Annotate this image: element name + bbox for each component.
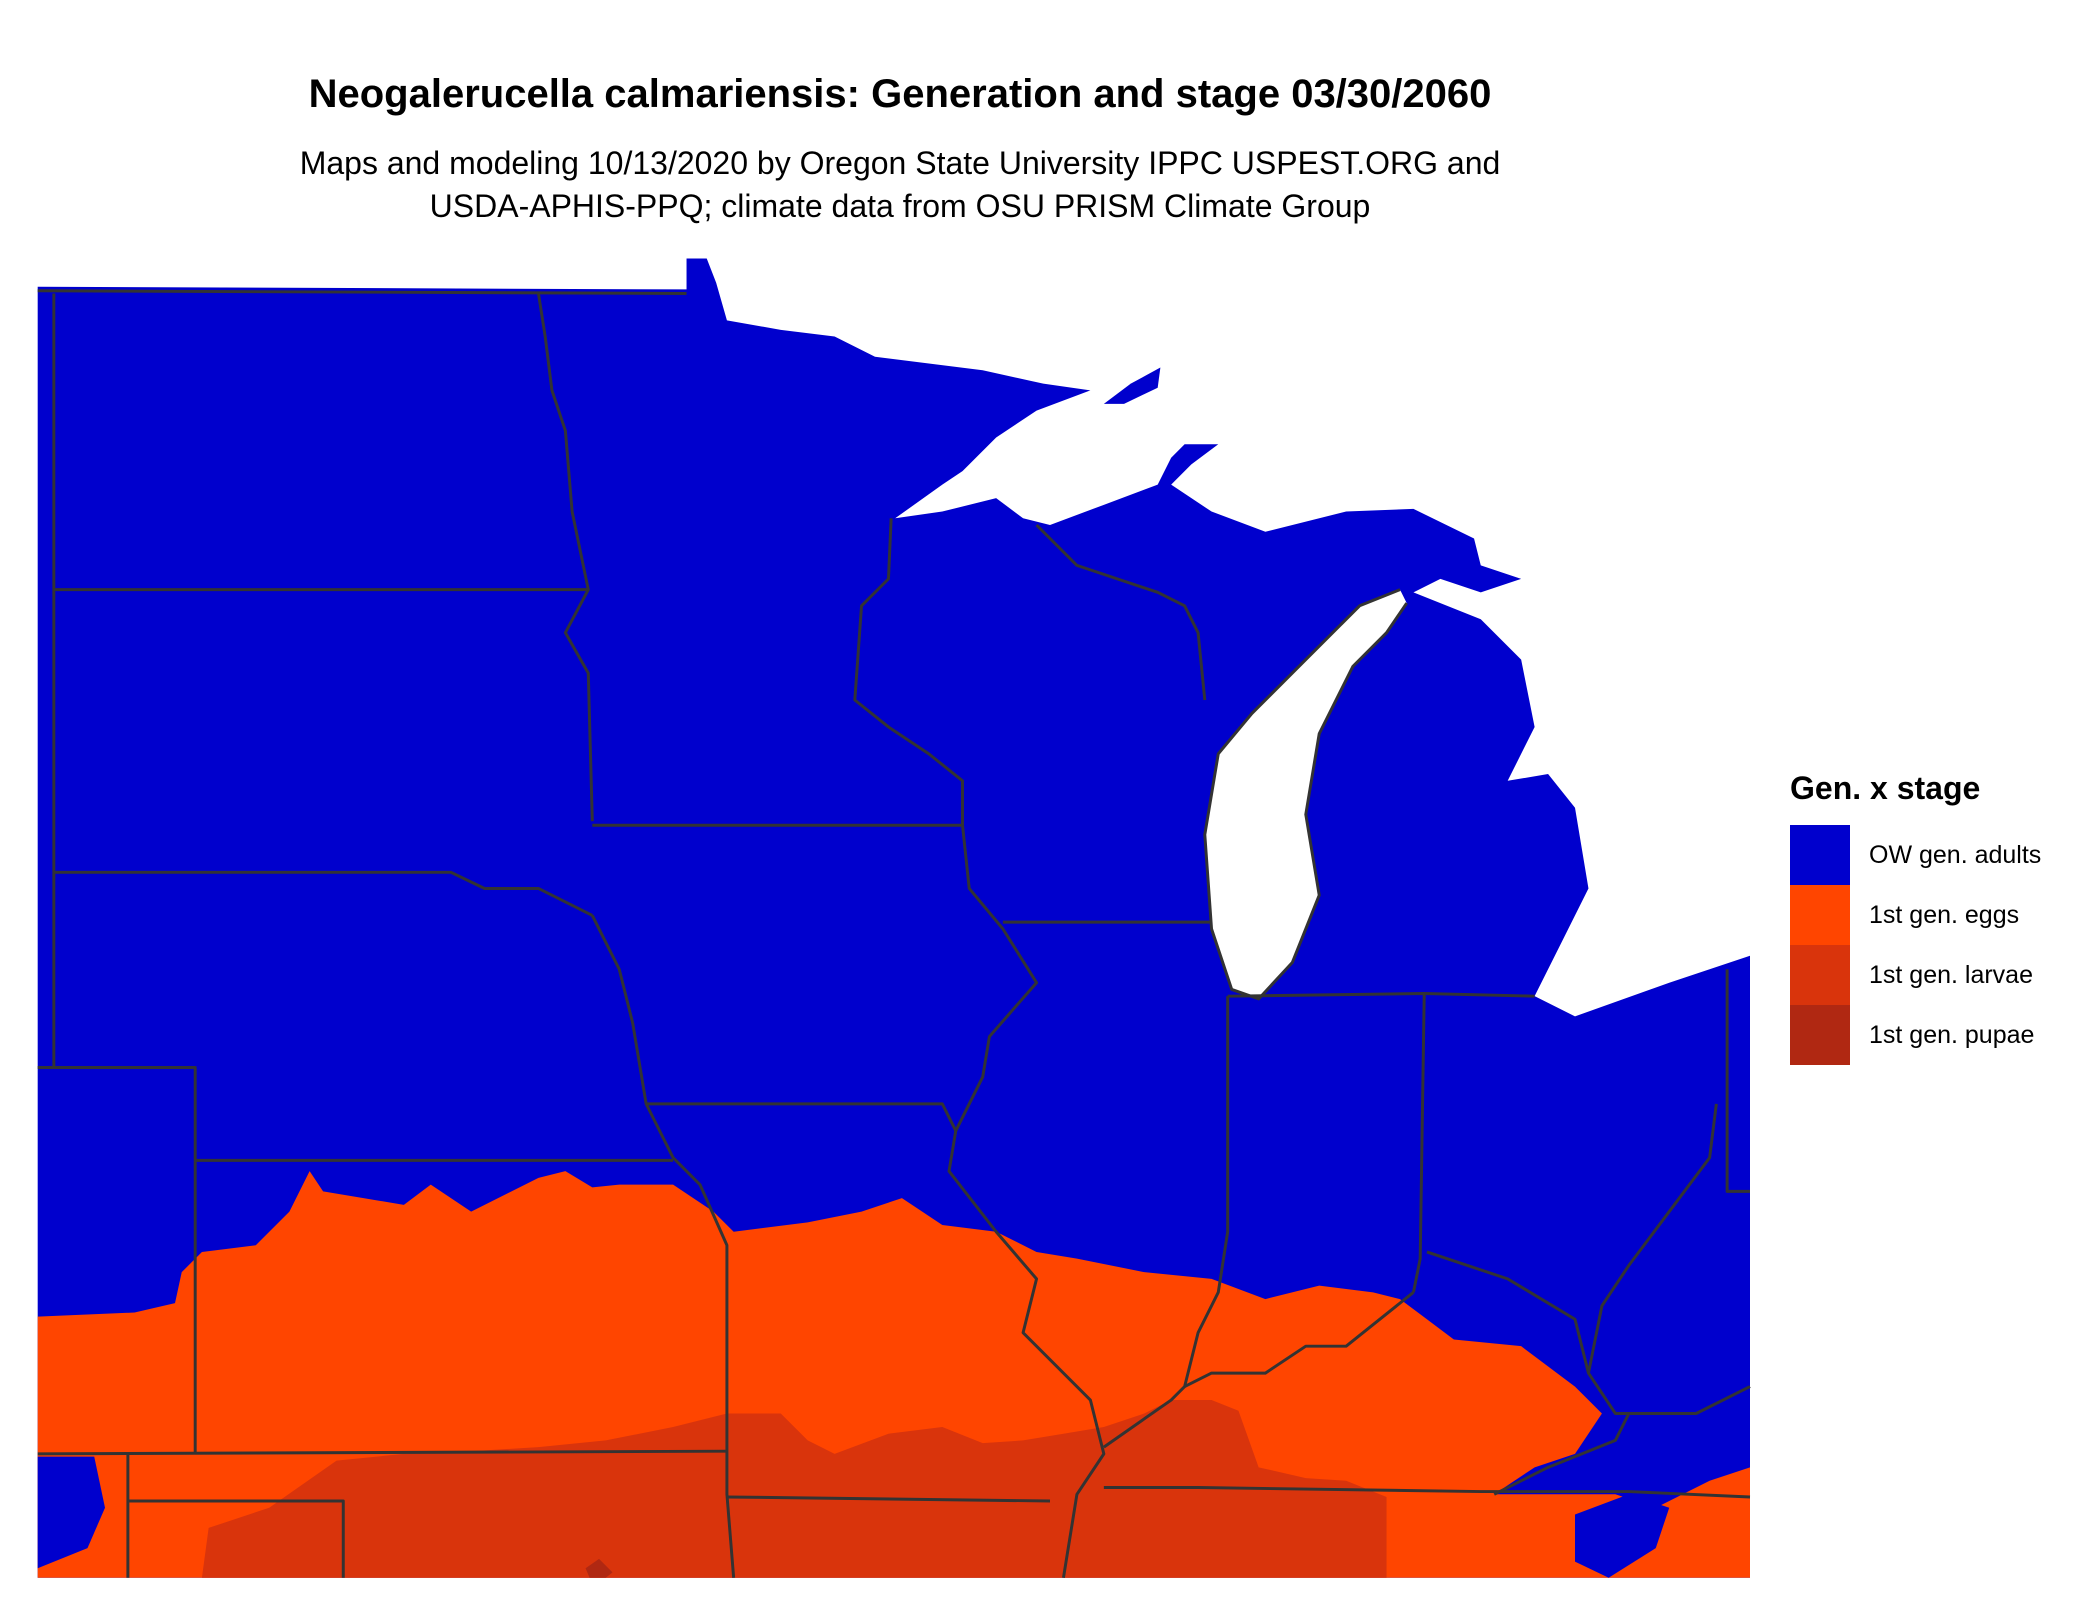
legend-label: OW gen. adults [1869, 840, 2042, 869]
map-title: Neogalerucella calmariensis: Generation … [308, 72, 1492, 116]
legend-item-larvae: 1st gen. larvae [1790, 945, 2041, 1005]
legend-swatch [1790, 1005, 1850, 1065]
region-ow-adults-pocket [37, 1456, 105, 1569]
legend-label: 1st gen. larvae [1869, 960, 2033, 989]
legend-swatch [1790, 825, 1850, 885]
region-ow-adults-pocket [1575, 1494, 1670, 1578]
lake-michigan [1204, 589, 1407, 999]
isle-royale [1103, 367, 1161, 404]
legend-swatch [1790, 885, 1850, 945]
legend-item-eggs: 1st gen. eggs [1790, 885, 2041, 945]
region-1st-gen-pupae [585, 1558, 613, 1578]
legend: Gen. x stage OW gen. adults 1st gen. egg… [1790, 770, 2041, 1065]
legend-title: Gen. x stage [1790, 770, 1981, 806]
map-subtitle-line-2: USDA-APHIS-PPQ; climate data from OSU PR… [429, 188, 1371, 224]
legend-swatch [1790, 945, 1850, 1005]
legend-item-ow-adults: OW gen. adults [1790, 825, 2041, 885]
region-1st-gen-larvae [201, 1400, 1387, 1578]
map-subtitle-line-1: Maps and modeling 10/13/2020 by Oregon S… [299, 145, 1501, 181]
legend-label: 1st gen. pupae [1869, 1020, 2035, 1049]
state-boundaries [37, 289, 1751, 1578]
legend-label: 1st gen. eggs [1869, 900, 2020, 929]
legend-item-pupae: 1st gen. pupae [1790, 1005, 2041, 1065]
